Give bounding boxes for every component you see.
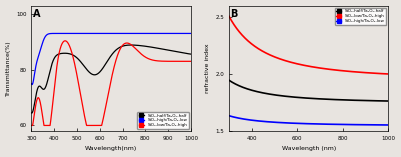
- X-axis label: Wavelength(nm): Wavelength(nm): [85, 146, 137, 152]
- Legend: SiO₂-half/Ta₂O₅-half, SiO₂-low/Ta₂O₅-high, SiO₂-high/Ta₂O₅-low: SiO₂-half/Ta₂O₅-half, SiO₂-low/Ta₂O₅-hig…: [335, 8, 386, 25]
- Y-axis label: Transmittance(%): Transmittance(%): [6, 41, 10, 96]
- Text: A: A: [33, 9, 41, 19]
- Y-axis label: refractive index: refractive index: [205, 43, 210, 93]
- X-axis label: Wavelength (nm): Wavelength (nm): [282, 146, 336, 152]
- Legend: SiO₂-half/Ta₂O₅-half, SiO₂-high/Ta₂O₅-low, SiO₂-low/Ta₂O₅-high: SiO₂-half/Ta₂O₅-half, SiO₂-high/Ta₂O₅-lo…: [137, 112, 189, 129]
- Text: B: B: [231, 9, 238, 19]
